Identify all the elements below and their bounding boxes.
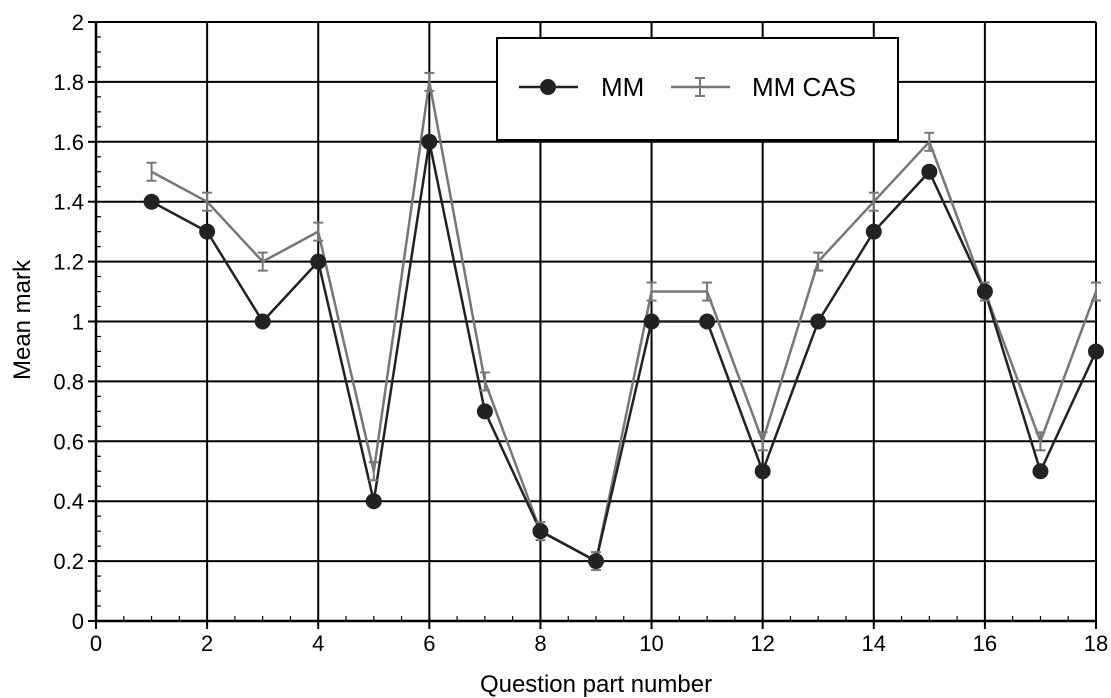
legend: MM MM CAS: [496, 37, 899, 141]
x-tick-label: 2: [201, 631, 213, 656]
mm-point: [1088, 343, 1104, 360]
mm-point: [1032, 463, 1049, 480]
x-tick-label: 10: [639, 631, 663, 656]
mm-point: [976, 283, 993, 300]
mm-point: [476, 403, 493, 420]
y-tick-label: 1.6: [53, 130, 84, 155]
axes: [88, 21, 1097, 629]
x-tick-label: 0: [90, 631, 102, 656]
mm-point: [921, 163, 938, 180]
mmcas-point: [757, 431, 768, 452]
y-tick-label: 0.8: [53, 369, 84, 394]
series-layer: [143, 71, 1104, 572]
y-tick-label: 1.2: [53, 250, 84, 275]
x-axis-title: Question part number: [480, 671, 712, 698]
mm-point: [199, 223, 216, 240]
mm-point: [588, 553, 604, 570]
mm-point: [699, 313, 716, 330]
mmcas-point: [424, 71, 435, 92]
mmcas-point: [813, 251, 824, 272]
legend-mmcas-label: MM CAS: [752, 72, 856, 102]
mm-point: [532, 523, 549, 540]
mmcas-point: [924, 131, 935, 152]
tick-labels: 0 2 4 6 8 10 12 14 16 18 0 0.2 0.4 0.6 0.8 1 1.2 1.4 1.6 1.…: [53, 10, 1108, 656]
legend-mm-label: MM: [601, 72, 644, 102]
y-axis-title: Mean mark: [9, 259, 36, 380]
mmcas-point: [479, 371, 490, 392]
mm-point: [365, 493, 382, 510]
mm-point: [254, 313, 271, 330]
y-tick-label: 0.4: [53, 489, 84, 514]
mmcas-point: [702, 281, 713, 302]
mmcas-point: [1035, 431, 1046, 452]
y-tick-label: 0.6: [53, 429, 84, 454]
x-tick-label: 6: [423, 631, 435, 656]
x-tick-label: 8: [534, 631, 546, 656]
series-mmcas-line: [150, 80, 1098, 563]
series-mm-line: [150, 140, 1098, 563]
y-tick-label: 1: [72, 310, 84, 335]
mmcas-point: [1091, 281, 1101, 302]
x-tick-label: 4: [312, 631, 324, 656]
mmcas-point: [368, 461, 379, 482]
mm-point: [143, 193, 160, 210]
y-tick-label: 2: [72, 10, 84, 35]
mm-point: [643, 313, 660, 330]
legend-box: [496, 37, 899, 141]
mm-point: [310, 253, 327, 270]
mmcas-point: [313, 221, 324, 242]
y-tick-label: 1.8: [53, 70, 84, 95]
legend-mmcas-marker: [695, 77, 705, 97]
mm-point: [865, 223, 882, 240]
y-tick-label: 0: [72, 609, 84, 634]
legend-mm-marker: [540, 79, 556, 95]
mmcas-point: [646, 281, 657, 302]
x-tick-label: 14: [862, 631, 886, 656]
x-tick-label: 16: [973, 631, 997, 656]
y-tick-label: 1.4: [53, 190, 84, 215]
mmcas-point: [202, 191, 213, 212]
mmcas-point: [146, 161, 157, 182]
y-tick-label: 0.2: [53, 549, 84, 574]
mmcas-point: [257, 251, 268, 272]
mm-point: [421, 133, 438, 150]
x-tick-label: 18: [1084, 631, 1108, 656]
mm-point: [754, 463, 771, 480]
x-tick-label: 12: [750, 631, 774, 656]
mmcas-point: [868, 191, 879, 212]
mm-point: [810, 313, 827, 330]
